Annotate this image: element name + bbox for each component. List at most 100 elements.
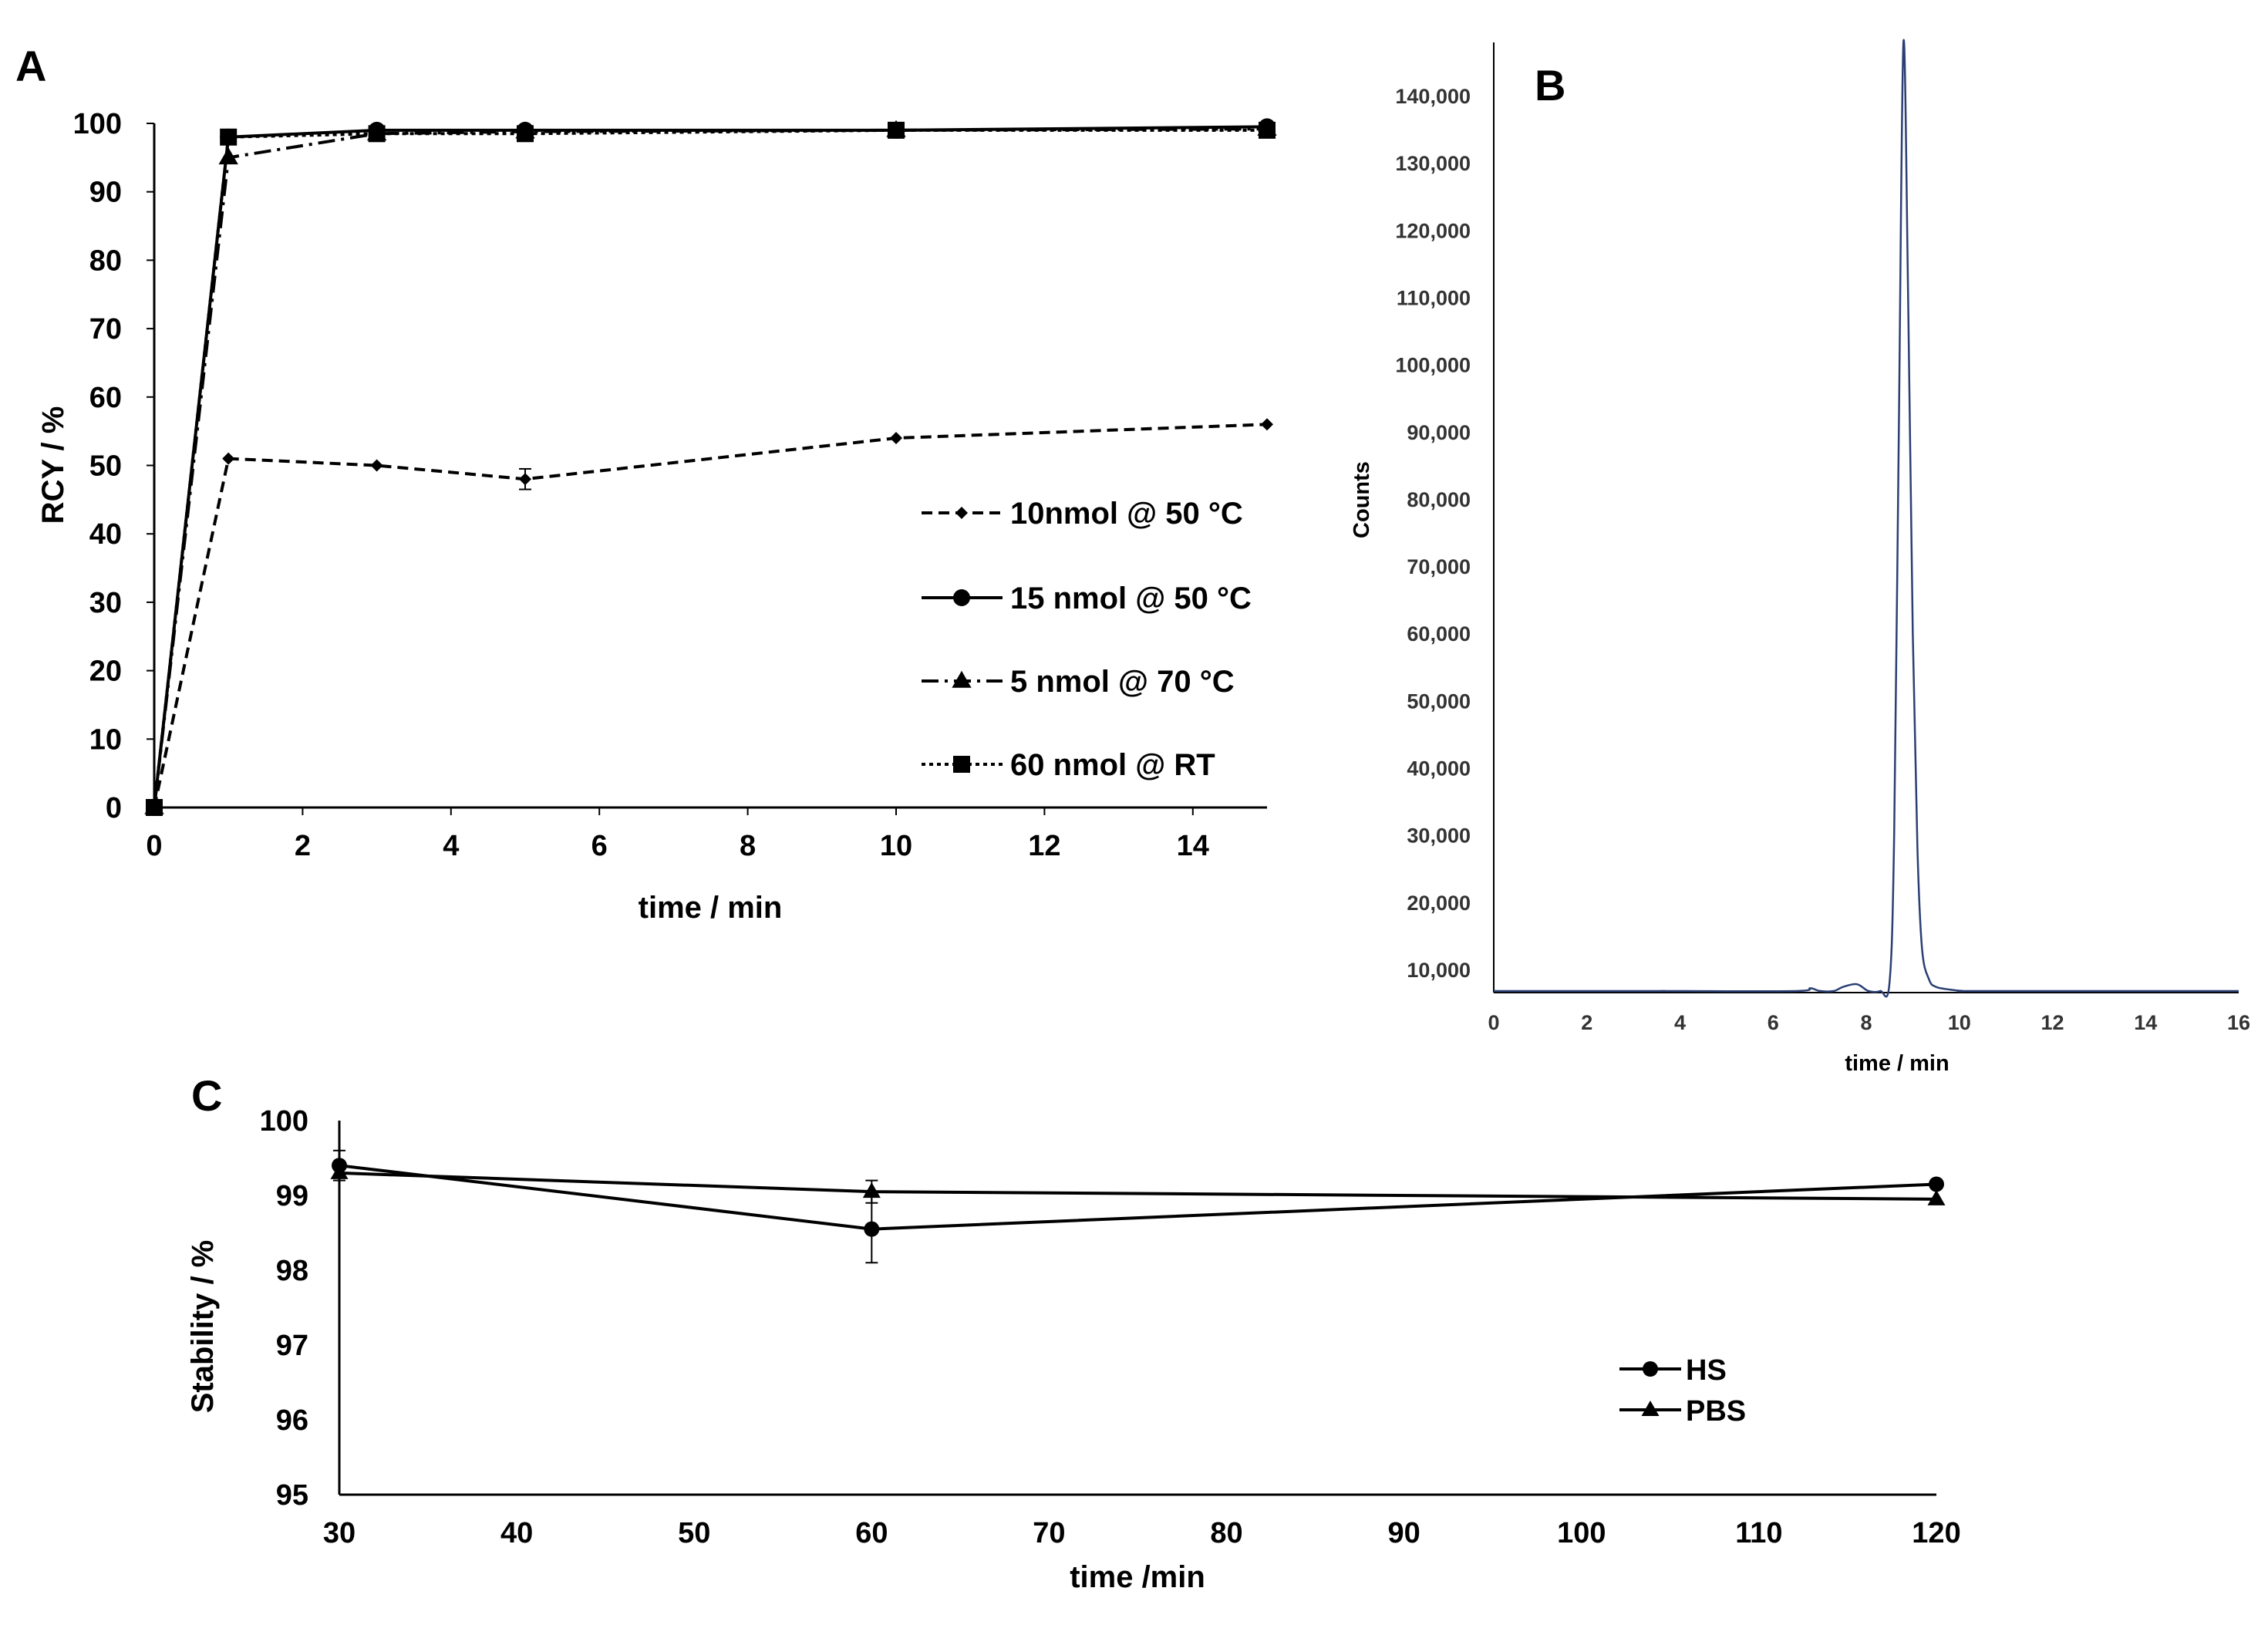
chart-a-legend: 10nmol @ 50 °C 15 nmol @ 50 °C 5 nmol @ 70… bbox=[922, 497, 1252, 782]
chart-a-legend-label: 60 nmol @ RT bbox=[1010, 748, 1215, 782]
chart-b-x-tick-label: 16 bbox=[2227, 1011, 2250, 1034]
chart-a-y-tick-label: 40 bbox=[89, 518, 122, 551]
chart-c-legend-marker bbox=[1643, 1361, 1658, 1377]
chart-b-x-label: time / min bbox=[1845, 1051, 1949, 1076]
chart-c-legend-label: PBS bbox=[1686, 1395, 1746, 1428]
chart-b-x-tick-label: 14 bbox=[2134, 1011, 2157, 1034]
chart-c-point bbox=[862, 1182, 881, 1199]
chart-c-y-tick-label: 100 bbox=[260, 1105, 308, 1138]
chart-a-x-tick-label: 14 bbox=[1177, 830, 1209, 862]
chart-c-series-hs bbox=[332, 1149, 1944, 1264]
chart-b-x-tick-label: 2 bbox=[1581, 1011, 1592, 1034]
chart-c-x-tick-label: 120 bbox=[1912, 1517, 1960, 1549]
chart-a-y-tick-label: 10 bbox=[89, 723, 122, 756]
chart-b-x-tick-label: 6 bbox=[1768, 1011, 1779, 1034]
chart-c-y-tick-label: 95 bbox=[276, 1479, 308, 1512]
chart-a-y-tick-label: 60 bbox=[89, 382, 122, 414]
chart-a-series-1 bbox=[146, 118, 1276, 816]
chart-b-y-tick-label: 10,000 bbox=[1407, 959, 1471, 982]
chart-a-point bbox=[1259, 118, 1276, 136]
chart-a-series-2 bbox=[144, 118, 1277, 814]
chart-c-y-tick-label: 98 bbox=[276, 1255, 308, 1287]
chart-a-point bbox=[888, 121, 905, 139]
chart-a-x-tick-label: 2 bbox=[295, 830, 311, 862]
chart-a-x-tick-label: 6 bbox=[591, 830, 608, 862]
chart-b-y-tick-label: 100,000 bbox=[1395, 354, 1471, 377]
chart-b-chromatogram-trace bbox=[1493, 39, 2239, 998]
chart-a-point bbox=[890, 432, 902, 445]
chart-a-x-tick-label: 10 bbox=[880, 830, 912, 862]
chart-a-y-tick-label: 30 bbox=[89, 587, 122, 619]
chart-c-y-label: Stability / % bbox=[186, 1240, 220, 1414]
chart-c-legend: HS PBS bbox=[1619, 1354, 1746, 1428]
chart-a-point bbox=[220, 128, 238, 146]
chart-b-y-tick-label: 110,000 bbox=[1397, 286, 1471, 309]
chart-a-point bbox=[519, 473, 531, 486]
chart-b-y-tick-label: 30,000 bbox=[1407, 824, 1471, 848]
panel-label-a: A bbox=[15, 42, 46, 90]
chart-c-x-tick-label: 70 bbox=[1033, 1517, 1065, 1549]
chart-a-y-tick-label: 80 bbox=[89, 244, 122, 277]
panel-label-b: B bbox=[1535, 61, 1565, 110]
chart-a-legend-marker bbox=[955, 507, 968, 519]
chart-b-y-tick-label: 80,000 bbox=[1407, 488, 1471, 511]
chart-a-x-label: time / min bbox=[639, 891, 783, 925]
chart-a-legend-marker bbox=[952, 670, 972, 688]
panel-label-c: C bbox=[191, 1071, 222, 1120]
chart-c-x-tick-label: 80 bbox=[1210, 1517, 1242, 1549]
chart-b-y-tick-label: 130,000 bbox=[1395, 152, 1471, 175]
chart-c-x-tick-label: 50 bbox=[678, 1517, 710, 1549]
chart-a-y-tick-label: 100 bbox=[73, 108, 122, 140]
chart-c-point bbox=[864, 1221, 880, 1237]
chart-a-series-3 bbox=[146, 121, 1276, 816]
chart-a-legend-label: 10nmol @ 50 °C bbox=[1010, 497, 1243, 531]
chart-a-y-tick-label: 90 bbox=[89, 177, 122, 209]
chart-a-y-label: RCY / % bbox=[36, 406, 70, 524]
chart-c: 30 40 50 60 70 80 90 100 110 120 95 96 97 98 99 100 tim… bbox=[186, 1105, 1961, 1594]
chart-a-x-tick-label: 12 bbox=[1028, 830, 1060, 862]
chart-a-point bbox=[517, 121, 534, 139]
chart-b-y-tick-label: 20,000 bbox=[1407, 892, 1471, 915]
chart-b-y-tick-label: 40,000 bbox=[1407, 757, 1471, 780]
chart-a-x-tick-label: 0 bbox=[146, 830, 162, 862]
chart-a-series-line bbox=[153, 128, 1267, 808]
chart-b-y-tick-label: 140,000 bbox=[1395, 85, 1471, 108]
chart-b-x-tick-label: 0 bbox=[1488, 1011, 1499, 1034]
chart-c-x-tick-label: 60 bbox=[855, 1517, 888, 1549]
chart-c-x-tick-label: 30 bbox=[323, 1517, 356, 1549]
chart-a-point bbox=[368, 121, 386, 139]
chart-a-legend-marker bbox=[953, 589, 970, 606]
chart-c-legend-marker bbox=[1641, 1401, 1660, 1416]
chart-b-x-tick-label: 12 bbox=[2041, 1011, 2064, 1034]
chart-b-x-tick-label: 10 bbox=[1948, 1011, 1971, 1034]
chart-b: 0 2 4 6 8 10 12 14 16 10,000 20,000 30,000 40,000 50,… bbox=[1350, 39, 2250, 1076]
chart-a-x-tick-label: 4 bbox=[443, 830, 459, 862]
chart-c-x-label: time /min bbox=[1070, 1560, 1205, 1594]
chart-a-series-line bbox=[153, 127, 1268, 808]
chart-a-legend-label: 5 nmol @ 70 °C bbox=[1010, 665, 1235, 699]
chart-a-series-line bbox=[153, 125, 1268, 808]
chart-c-series-pbs bbox=[330, 1163, 1946, 1205]
chart-a-legend-label: 15 nmol @ 50 °C bbox=[1010, 582, 1252, 615]
chart-b-y-label: Counts bbox=[1350, 461, 1374, 538]
chart-c-x-tick-label: 110 bbox=[1735, 1517, 1782, 1549]
chart-a-series-line bbox=[153, 423, 1268, 808]
chart-c-legend-label: HS bbox=[1686, 1354, 1727, 1387]
chart-a-y-tick-label: 0 bbox=[106, 792, 122, 824]
chart-c-point bbox=[1929, 1176, 1944, 1192]
chart-c-x-tick-label: 100 bbox=[1557, 1517, 1606, 1549]
chart-a-point bbox=[370, 459, 383, 472]
chart-a-point bbox=[1261, 418, 1273, 431]
chart-a-point bbox=[222, 452, 235, 465]
chart-c-y-tick-label: 97 bbox=[276, 1330, 308, 1362]
chart-b-x-tick-label: 4 bbox=[1674, 1011, 1686, 1034]
chart-a-x-tick-label: 8 bbox=[740, 830, 756, 862]
chart-c-x-tick-label: 40 bbox=[500, 1517, 533, 1549]
chart-a-point bbox=[218, 147, 238, 165]
chart-c-y-tick-label: 96 bbox=[276, 1404, 308, 1437]
chart-a: 0 2 4 6 8 10 12 14 0 10 20 30 40 50 60 70 80 90 100 time /… bbox=[36, 108, 1277, 925]
chart-b-y-tick-label: 70,000 bbox=[1407, 555, 1471, 578]
chart-a-y-tick-label: 70 bbox=[89, 313, 122, 346]
chart-a-legend-marker bbox=[953, 756, 970, 773]
